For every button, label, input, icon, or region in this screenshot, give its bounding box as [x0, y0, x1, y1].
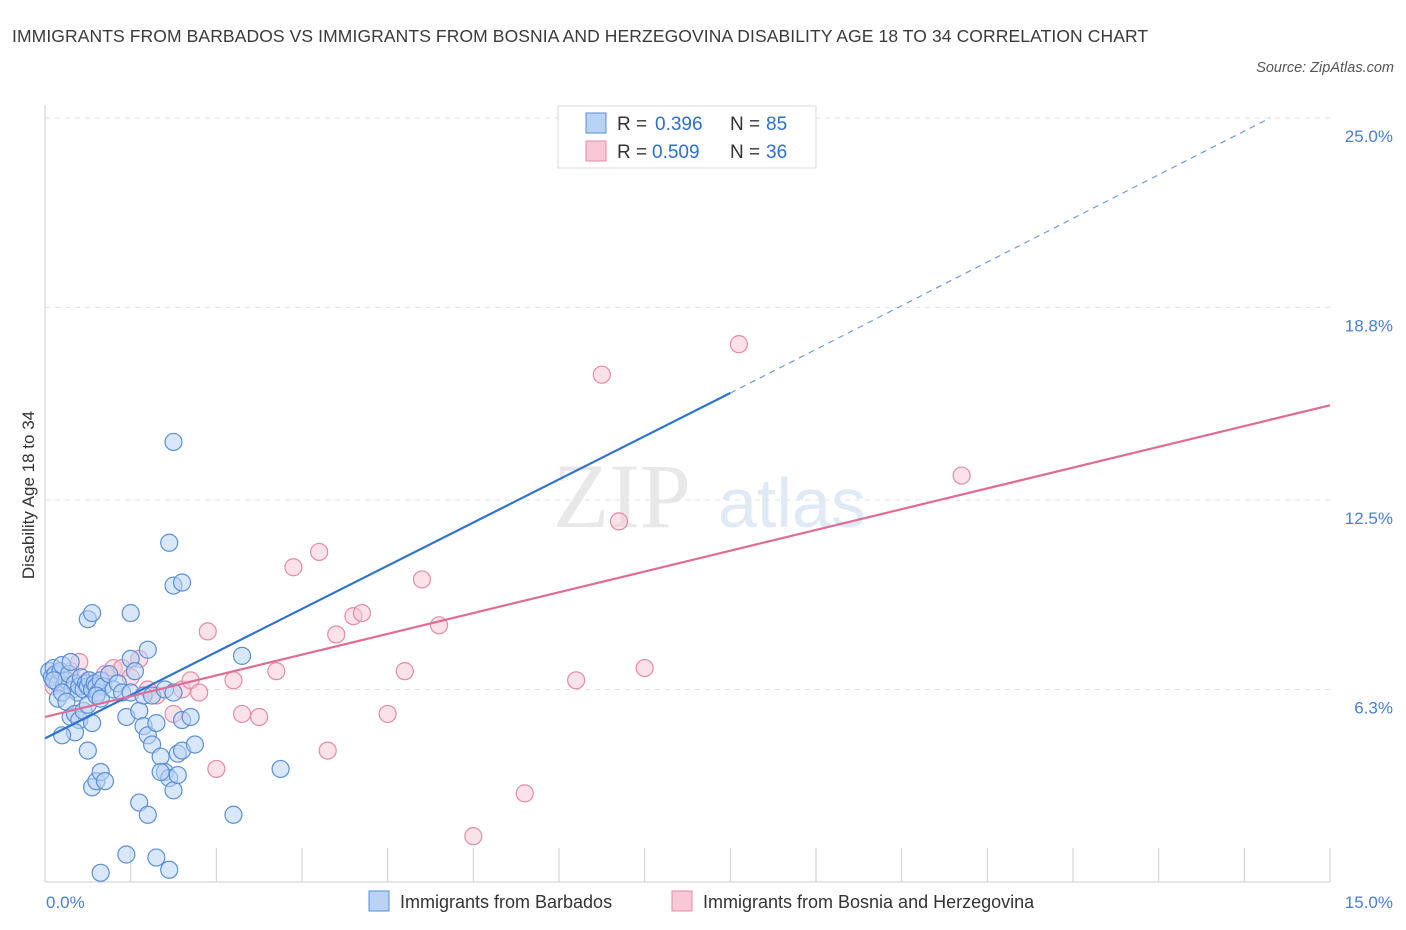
legend-r-label-bosnia: R =	[617, 142, 647, 163]
barbados-point-81	[181, 707, 200, 727]
barbados-point-79	[164, 432, 183, 452]
bosnia-point-38	[635, 658, 654, 678]
barbados-point-64	[95, 772, 115, 791]
chart-source: Source: ZipAtlas.com	[1256, 60, 1394, 76]
barbados-point-55	[151, 747, 170, 766]
barbados-point-87	[147, 848, 166, 867]
legend-n-value-barbados: 85	[766, 114, 787, 135]
bosnia-point-37	[609, 512, 629, 531]
watermark-zip: ZIP	[553, 445, 691, 547]
bosnia-point-21	[250, 707, 269, 727]
barbados-point-45	[130, 701, 149, 720]
bosnia-point-30	[395, 662, 414, 681]
barbados-point-43	[125, 662, 145, 681]
bosnia-point-19	[224, 671, 243, 690]
barbados-point-75	[138, 640, 157, 659]
barbados-point-76	[160, 533, 179, 552]
bosnia-point-20	[232, 704, 252, 724]
bosnia-point-34	[515, 784, 534, 803]
barbados-point-78	[172, 573, 192, 592]
legend-swatch-barbados	[585, 112, 607, 134]
bottom-legend-label-bosnia: Immigrants from Bosnia and Herzegovina	[703, 892, 1035, 912]
barbados-point-85	[117, 845, 136, 864]
bosnia-point-25	[318, 741, 337, 760]
y-tick-label-2: 18.8%	[1345, 316, 1393, 335]
barbados-point-10	[61, 652, 80, 672]
bosnia-point-18	[207, 759, 226, 779]
legend-r-value-barbados: 0.396	[655, 114, 703, 135]
legend-swatch-bosnia	[585, 140, 607, 162]
barbados-point-89	[224, 805, 243, 824]
barbados-point-82	[185, 735, 205, 754]
barbados-point-73	[83, 603, 102, 623]
y-tick-labels: 6.3% 12.5% 18.8% 25.0%	[1345, 127, 1393, 717]
bosnia-point-35	[567, 671, 586, 690]
barbados-point-86	[91, 863, 110, 882]
bosnia-point-31	[412, 570, 432, 589]
x-tick-label-max: 15.0%	[1345, 893, 1393, 912]
bosnia-trend-line	[44, 404, 1331, 719]
bosnia-point-17	[198, 622, 217, 641]
barbados-point-83	[232, 646, 252, 665]
barbados-points	[40, 432, 290, 882]
bosnia-point-40	[952, 466, 971, 485]
axes	[44, 105, 1330, 883]
bottom-legend-swatch-barbados	[368, 890, 390, 912]
barbados-point-60	[78, 741, 97, 760]
bosnia-point-33	[464, 827, 483, 846]
barbados-point-68	[138, 805, 157, 824]
barbados-point-70	[164, 781, 183, 800]
barbados-point-69	[151, 762, 170, 782]
bosnia-point-39	[729, 335, 749, 354]
bottom-legend-swatch-bosnia	[671, 890, 693, 912]
legend-n-label-barbados: N =	[730, 114, 760, 135]
x-ticks	[130, 848, 1331, 882]
bosnia-point-26	[327, 625, 346, 644]
watermark-atlas: atlas	[718, 464, 866, 542]
barbados-point-74	[121, 603, 140, 623]
legend-n-label-bosnia: N =	[730, 142, 760, 163]
barbados-point-49	[147, 713, 166, 733]
bosnia-point-29	[378, 704, 397, 724]
bosnia-point-16	[190, 683, 209, 702]
y-tick-label-3: 25.0%	[1345, 127, 1393, 146]
bosnia-point-22	[267, 662, 286, 681]
trend-lines	[44, 117, 1331, 740]
bottom-legend-label-barbados: Immigrants from Barbados	[400, 892, 612, 912]
barbados-point-84	[271, 759, 290, 779]
bottom-legend: Immigrants from Barbados Immigrants from…	[368, 890, 1035, 912]
barbados-trend-extension	[730, 117, 1271, 394]
legend-n-value-bosnia: 36	[766, 142, 787, 163]
legend-r-label-barbados: R =	[617, 114, 647, 135]
bosnia-point-24	[310, 542, 329, 562]
barbados-trend-line	[44, 392, 731, 740]
y-axis-label: Disability Age 18 to 34	[19, 411, 38, 579]
bosnia-point-23	[284, 558, 303, 577]
bosnia-point-28	[352, 603, 372, 623]
bosnia-point-36	[592, 365, 611, 384]
top-legend: R = 0.396 N = 85 R = 0.509 N = 36	[557, 105, 817, 169]
grid-lines	[45, 117, 1330, 690]
barbados-point-54	[164, 683, 183, 702]
legend-r-value-bosnia: 0.509	[652, 142, 700, 163]
barbados-point-71	[168, 765, 187, 785]
y-tick-label-0: 6.3%	[1354, 698, 1393, 717]
x-tick-label-min: 0.0%	[46, 893, 85, 912]
y-tick-label-1: 12.5%	[1345, 509, 1393, 528]
chart-title: IMMIGRANTS FROM BARBADOS VS IMMIGRANTS F…	[12, 26, 1149, 46]
barbados-point-88	[160, 860, 179, 879]
